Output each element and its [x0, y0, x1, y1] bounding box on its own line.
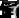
Text: Cr6Al: Cr6Al — [14, 3, 19, 18]
Text: Cr4Al: Cr4Al — [12, 4, 19, 18]
Text: Weight Gain, mg/dm²: Weight Gain, mg/dm² — [0, 0, 14, 18]
Text: Cr30Al: Cr30Al — [14, 3, 19, 18]
Text: (TGA: 1200°C, 7200sec): (TGA: 1200°C, 7200sec) — [3, 3, 19, 18]
Text: Figure 3: Figure 3 — [0, 1, 19, 18]
Text: Cr2Al: Cr2Al — [14, 3, 19, 18]
Text: Zry-4: Zry-4 — [14, 0, 19, 14]
Text: FeCrAl: FeCrAl — [14, 0, 19, 18]
Text: High Temperature Steam Oxidation: High Temperature Steam Oxidation — [3, 3, 19, 18]
Text: Cr15Al: Cr15Al — [14, 0, 19, 16]
Text: Pure Cr: Pure Cr — [14, 0, 19, 17]
